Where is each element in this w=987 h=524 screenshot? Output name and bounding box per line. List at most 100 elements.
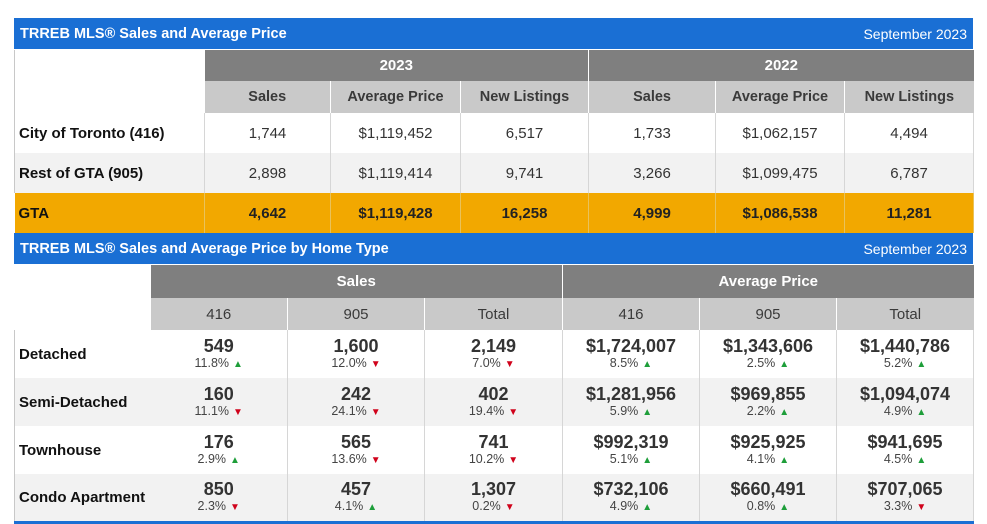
column-header: Sales (588, 81, 717, 113)
table-cell: 549 11.8% ▲ (150, 330, 288, 378)
triangle-up-icon: ▲ (230, 455, 240, 466)
table-row: Semi-Detached 160 11.1% ▼ 242 24.1% ▼ 402 19.4% ▼… (14, 378, 975, 426)
triangle-down-icon: ▼ (233, 407, 243, 418)
triangle-up-icon: ▲ (642, 502, 653, 514)
column-header: Total (836, 298, 974, 330)
table-cell: $732,106 4.9% ▲ (562, 474, 700, 524)
change-percent: 4.1% (746, 452, 776, 466)
change-percent: 0.8% (746, 499, 776, 514)
cell-change: 0.2% ▼ (425, 499, 562, 515)
table-cell: 4,494 (844, 113, 975, 153)
table-row: Condo Apartment 850 2.3% ▼ 457 4.1% ▲ 1,307 0.2%… (14, 474, 975, 524)
sales-summary-table: 2023 2022 Sales Average Price New Listin… (14, 50, 975, 233)
cell-change: 10.2% ▼ (425, 452, 562, 468)
table-row-gta-total: GTA 4,642 $1,119,428 16,258 4,999 $1,086… (14, 193, 975, 233)
table-cell: 1,733 (588, 113, 717, 153)
table-cell: $1,099,475 (715, 153, 846, 193)
table-cell: $707,065 3.3% ▼ (836, 474, 975, 524)
section2-header: TRREB MLS® Sales and Average Price by Ho… (14, 233, 973, 264)
cell-change: 8.5% ▲ (563, 356, 699, 372)
cell-change: 4.1% ▲ (700, 452, 836, 468)
change-percent: 8.5% (609, 356, 639, 370)
table-cell: 1,600 12.0% ▼ (287, 330, 425, 378)
change-percent: 24.1% (331, 404, 367, 418)
cell-change: 4.9% ▲ (563, 499, 699, 515)
row-label: Semi-Detached (14, 378, 151, 426)
row-label: City of Toronto (416) (14, 113, 205, 153)
triangle-down-icon: ▼ (508, 407, 519, 418)
table-cell: 6,787 (844, 153, 975, 193)
table-row: City of Toronto (416) 1,744 $1,119,452 6… (14, 113, 975, 153)
triangle-up-icon: ▲ (779, 502, 790, 514)
change-percent: 10.2% (468, 452, 505, 466)
table-cell: $1,094,074 4.9% ▲ (836, 378, 975, 426)
change-percent: 4.5% (883, 452, 913, 466)
change-percent: 4.9% (883, 404, 913, 418)
cell-change: 19.4% ▼ (425, 404, 562, 420)
cell-value: $660,491 (730, 479, 806, 500)
change-percent: 13.6% (331, 452, 367, 466)
cell-value: $1,281,956 (585, 384, 677, 404)
change-percent: 12.0% (331, 356, 367, 370)
triangle-down-icon: ▼ (370, 407, 381, 418)
cell-change: 24.1% ▼ (288, 404, 424, 420)
column-header: 416 (562, 298, 700, 330)
cell-change: 2.3% ▼ (151, 499, 287, 515)
cell-value: 242 (340, 384, 372, 404)
cell-value: 2,149 (470, 336, 517, 356)
column-header: New Listings (460, 81, 590, 113)
table-cell: 1,307 0.2% ▼ (424, 474, 563, 524)
triangle-down-icon: ▼ (504, 502, 515, 514)
change-percent: 5.2% (883, 356, 913, 370)
table-row: Rest of GTA (905) 2,898 $1,119,414 9,741… (14, 153, 975, 193)
column-header: New Listings (844, 81, 974, 113)
table-cell: $925,925 4.1% ▲ (699, 426, 837, 474)
change-percent: 2.3% (197, 499, 227, 514)
cell-value: $969,855 (730, 384, 806, 404)
cell-value: $707,065 (867, 479, 943, 500)
group-header-2023: 2023 (204, 50, 590, 81)
table-cell: 16,258 (460, 193, 590, 233)
blank-corner (14, 50, 205, 81)
triangle-up-icon: ▲ (367, 502, 378, 514)
change-percent: 3.3% (883, 499, 913, 514)
section1-header: TRREB MLS® Sales and Average Price Septe… (14, 18, 973, 49)
triangle-up-icon: ▲ (779, 407, 790, 418)
table-cell: 457 4.1% ▲ (287, 474, 425, 524)
table-row: Townhouse 176 2.9% ▲ 565 13.6% ▼ 741 10.2% ▼ $992,… (14, 426, 975, 474)
home-type-table: Sales Average Price 416 905 Total 416 90… (14, 265, 975, 524)
cell-value: 850 (203, 479, 234, 500)
cell-value: 176 (203, 432, 234, 452)
table-cell: 1,744 (204, 113, 331, 153)
table-cell: 176 2.9% ▲ (150, 426, 288, 474)
table-cell: 11,281 (844, 193, 975, 233)
table-cell: 4,642 (204, 193, 331, 233)
triangle-down-icon: ▼ (916, 502, 927, 514)
cell-value: 565 (340, 432, 372, 452)
change-percent: 19.4% (468, 404, 505, 418)
triangle-down-icon: ▼ (508, 455, 519, 466)
table-row: Detached 549 11.8% ▲ 1,600 12.0% ▼ 2,149 7.0% ▼ $1… (14, 330, 975, 378)
triangle-up-icon: ▲ (916, 455, 927, 466)
cell-change: 4.9% ▲ (837, 404, 973, 420)
cell-value: $992,319 (593, 432, 669, 452)
column-header: 905 (699, 298, 837, 330)
change-percent: 11.1% (194, 404, 230, 418)
table-cell: 2,898 (204, 153, 331, 193)
cell-change: 5.9% ▲ (563, 404, 699, 420)
cell-change: 12.0% ▼ (288, 356, 424, 372)
cell-change: 11.1% ▼ (151, 404, 287, 420)
triangle-down-icon: ▼ (370, 359, 381, 370)
table-cell: $1,724,007 8.5% ▲ (562, 330, 700, 378)
section1-title: TRREB MLS® Sales and Average Price (20, 25, 287, 42)
triangle-up-icon: ▲ (916, 407, 927, 418)
table-cell: 9,741 (460, 153, 590, 193)
table-cell: 3,266 (588, 153, 717, 193)
change-percent: 0.2% (472, 499, 501, 514)
table-cell: 160 11.1% ▼ (150, 378, 288, 426)
section2-title: TRREB MLS® Sales and Average Price by Ho… (20, 240, 389, 257)
column-header: Total (424, 298, 563, 330)
group-header-average-price: Average Price (562, 265, 974, 298)
cell-value: 741 (478, 432, 509, 452)
cell-value: 457 (340, 479, 372, 500)
